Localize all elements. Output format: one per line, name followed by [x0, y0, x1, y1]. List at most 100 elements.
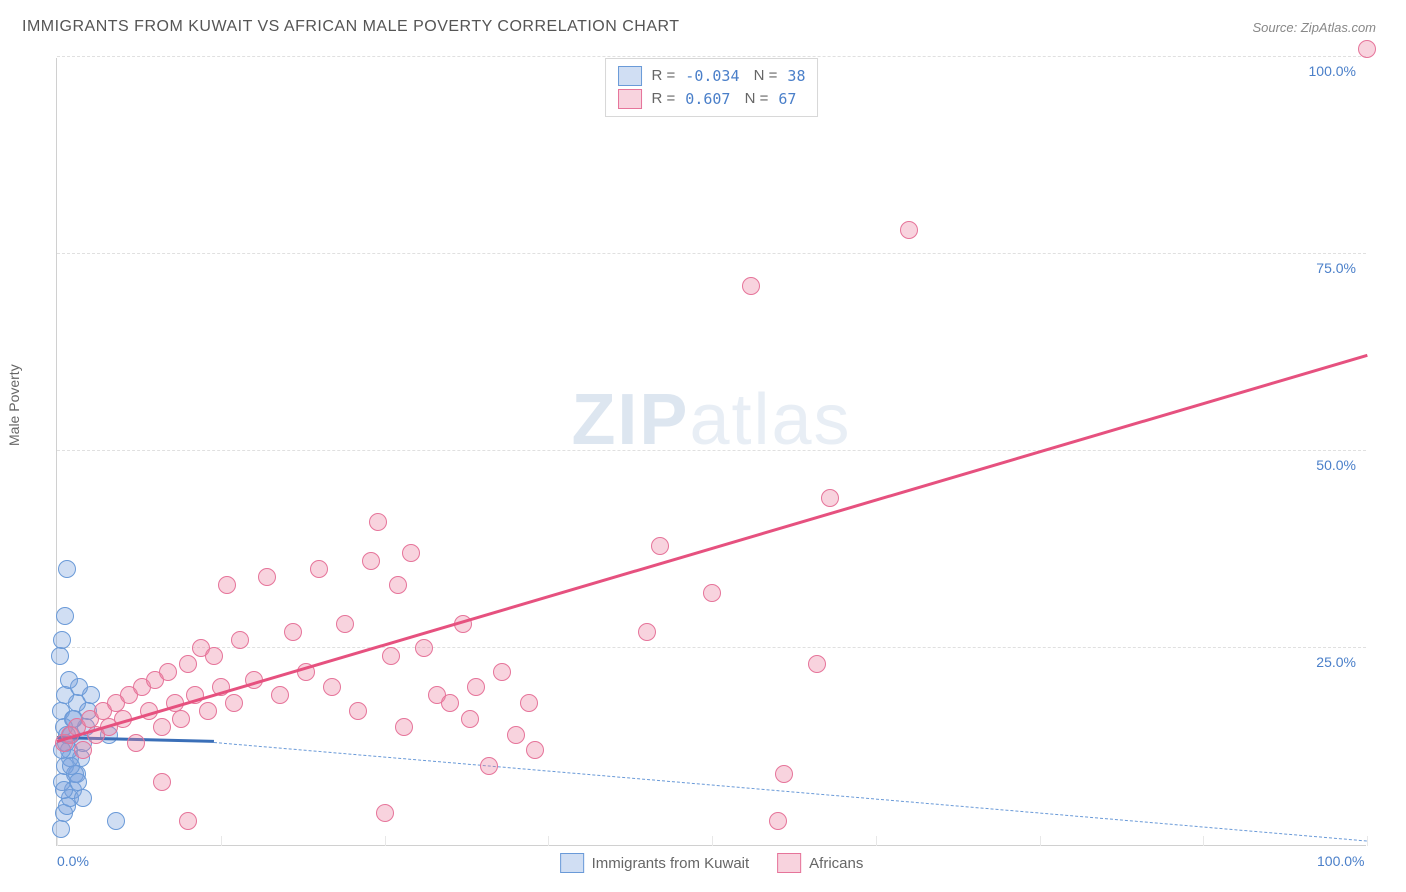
watermark-atlas: atlas	[689, 380, 851, 460]
y-tick-label: 75.0%	[1316, 260, 1356, 276]
chart-source: Source: ZipAtlas.com	[1252, 20, 1376, 35]
data-point	[362, 552, 380, 570]
data-point	[376, 804, 394, 822]
data-point	[520, 694, 538, 712]
data-point	[284, 623, 302, 641]
data-point	[199, 702, 217, 720]
legend-row: R = -0.034 N = 38	[618, 65, 806, 88]
data-point	[382, 647, 400, 665]
data-point	[369, 513, 387, 531]
data-point	[703, 584, 721, 602]
data-point	[231, 631, 249, 649]
data-point	[775, 765, 793, 783]
data-point	[310, 560, 328, 578]
data-point	[218, 576, 236, 594]
r-value-blue: -0.034	[685, 65, 739, 88]
data-point	[159, 663, 177, 681]
data-point	[179, 812, 197, 830]
data-point	[441, 694, 459, 712]
data-point	[480, 757, 498, 775]
legend-label: Africans	[809, 855, 863, 872]
gridline-v	[1040, 836, 1041, 846]
correlation-chart: IMMIGRANTS FROM KUWAIT VS AFRICAN MALE P…	[10, 10, 1396, 882]
data-point	[336, 615, 354, 633]
gridline-v	[548, 836, 549, 846]
gridline-v	[1203, 836, 1204, 846]
y-tick-label: 100.0%	[1309, 63, 1356, 79]
data-point	[56, 686, 74, 704]
data-point	[271, 686, 289, 704]
data-point	[742, 277, 760, 295]
gridline-v	[221, 836, 222, 846]
watermark-zip: ZIP	[571, 380, 689, 460]
data-point	[467, 678, 485, 696]
data-point	[74, 789, 92, 807]
n-value-pink: 67	[778, 88, 796, 111]
data-point	[769, 812, 787, 830]
data-point	[127, 734, 145, 752]
data-point	[507, 726, 525, 744]
n-value-blue: 38	[787, 65, 805, 88]
data-point	[53, 631, 71, 649]
data-point	[179, 655, 197, 673]
data-point	[402, 544, 420, 562]
data-point	[651, 537, 669, 555]
data-point	[415, 639, 433, 657]
data-point	[389, 576, 407, 594]
legend-swatch	[777, 853, 801, 873]
data-point	[58, 560, 76, 578]
data-point	[205, 647, 223, 665]
gridline-h	[57, 253, 1366, 254]
data-point	[51, 647, 69, 665]
legend-swatch-pink	[618, 89, 642, 109]
data-point	[172, 710, 190, 728]
y-tick-label: 25.0%	[1316, 654, 1356, 670]
data-point	[395, 718, 413, 736]
data-point	[153, 773, 171, 791]
gridline-v	[385, 836, 386, 846]
chart-title: IMMIGRANTS FROM KUWAIT VS AFRICAN MALE P…	[22, 18, 680, 36]
legend-item: Africans	[777, 853, 863, 873]
data-point	[153, 718, 171, 736]
data-point	[56, 607, 74, 625]
gridline-h	[57, 647, 1366, 648]
gridline-h	[57, 56, 1366, 57]
x-tick-label: 100.0%	[1317, 853, 1364, 869]
data-point	[55, 781, 73, 799]
data-point	[60, 671, 78, 689]
data-point	[349, 702, 367, 720]
data-point	[821, 489, 839, 507]
y-axis-label: Male Poverty	[6, 364, 22, 446]
data-point	[74, 741, 92, 759]
gridline-v	[712, 836, 713, 846]
data-point	[808, 655, 826, 673]
series-legend: Immigrants from Kuwait Africans	[560, 853, 864, 873]
r-value-pink: 0.607	[685, 88, 730, 111]
gridline-h	[57, 450, 1366, 451]
watermark: ZIPatlas	[571, 379, 851, 461]
gridline-v	[876, 836, 877, 846]
data-point	[107, 812, 125, 830]
legend-swatch-blue	[618, 66, 642, 86]
y-tick-label: 50.0%	[1316, 457, 1356, 473]
data-point	[323, 678, 341, 696]
plot-area: ZIPatlas R = -0.034 N = 38 R = 0.607 N =…	[56, 58, 1366, 846]
legend-label: Immigrants from Kuwait	[592, 855, 750, 872]
trend-line	[214, 742, 1367, 841]
data-point	[461, 710, 479, 728]
data-point	[52, 820, 70, 838]
gridline-v	[1367, 836, 1368, 846]
trend-line	[57, 354, 1368, 743]
legend-row: R = 0.607 N = 67	[618, 88, 806, 111]
legend-item: Immigrants from Kuwait	[560, 853, 750, 873]
x-tick-label: 0.0%	[57, 853, 89, 869]
data-point	[1358, 40, 1376, 58]
data-point	[493, 663, 511, 681]
data-point	[225, 694, 243, 712]
data-point	[638, 623, 656, 641]
legend-swatch	[560, 853, 584, 873]
correlation-legend: R = -0.034 N = 38 R = 0.607 N = 67	[605, 58, 819, 117]
data-point	[900, 221, 918, 239]
data-point	[258, 568, 276, 586]
data-point	[526, 741, 544, 759]
